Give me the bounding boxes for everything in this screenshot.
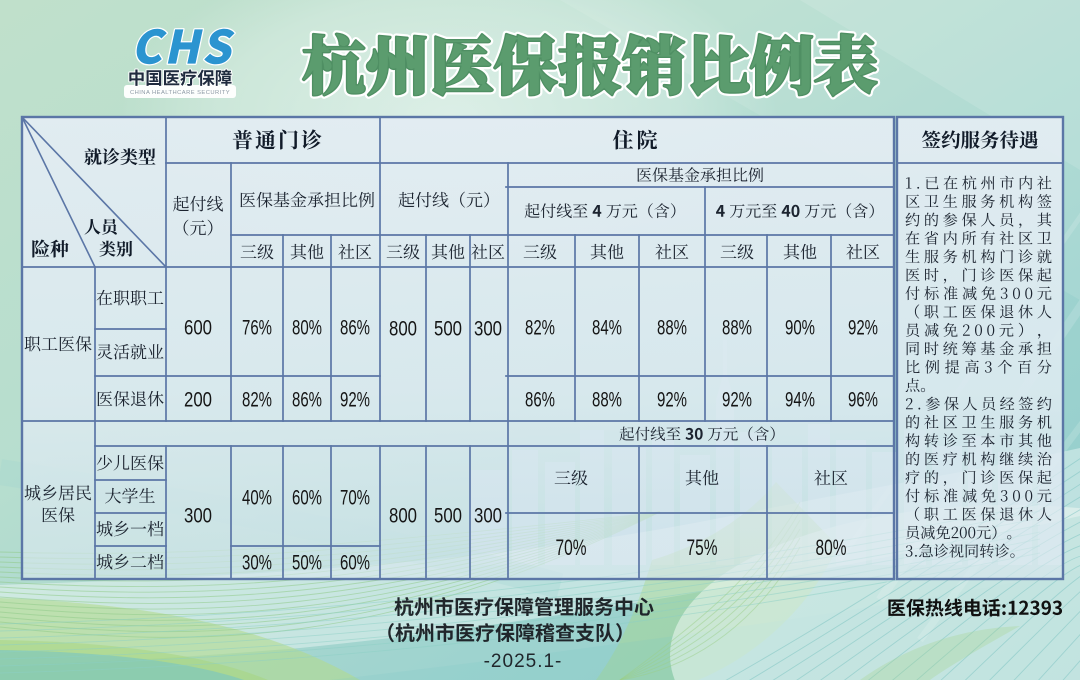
svg-text:92%: 92%	[848, 317, 878, 340]
svg-text:70%: 70%	[556, 535, 587, 560]
svg-text:80%: 80%	[292, 317, 322, 340]
svg-text:88%: 88%	[722, 317, 752, 340]
svg-text:86%: 86%	[292, 389, 322, 412]
svg-text:500: 500	[434, 318, 462, 341]
svg-text:60%: 60%	[292, 487, 322, 510]
svg-text:94%: 94%	[785, 389, 815, 412]
svg-text:200: 200	[184, 389, 212, 412]
svg-text:600: 600	[184, 317, 212, 340]
svg-text:75%: 75%	[687, 535, 718, 560]
svg-text:82%: 82%	[242, 389, 272, 412]
svg-text:86%: 86%	[525, 389, 555, 412]
svg-text:92%: 92%	[340, 389, 370, 412]
svg-text:300: 300	[184, 505, 212, 528]
svg-text:96%: 96%	[848, 389, 878, 412]
svg-text:-2025.1-: -2025.1-	[484, 651, 563, 672]
svg-text:800: 800	[389, 505, 417, 528]
svg-text:40%: 40%	[242, 487, 272, 510]
svg-text:88%: 88%	[657, 317, 687, 340]
svg-text:92%: 92%	[657, 389, 687, 412]
svg-text:92%: 92%	[722, 389, 752, 412]
svg-text:30%: 30%	[242, 552, 272, 575]
svg-text:500: 500	[434, 505, 462, 528]
svg-text:82%: 82%	[525, 317, 555, 340]
svg-text:84%: 84%	[592, 317, 622, 340]
svg-text:88%: 88%	[592, 389, 622, 412]
svg-text:60%: 60%	[340, 552, 370, 575]
svg-text:90%: 90%	[785, 317, 815, 340]
svg-text:86%: 86%	[340, 317, 370, 340]
svg-text:CHINA HEALTHCARE SECURITY: CHINA HEALTHCARE SECURITY	[130, 90, 230, 96]
svg-text:80%: 80%	[816, 535, 847, 560]
svg-text:300: 300	[474, 505, 502, 528]
svg-text:800: 800	[389, 318, 417, 341]
svg-text:70%: 70%	[340, 487, 370, 510]
svg-text:50%: 50%	[292, 552, 322, 575]
svg-text:300: 300	[474, 318, 502, 341]
svg-text:76%: 76%	[242, 317, 272, 340]
